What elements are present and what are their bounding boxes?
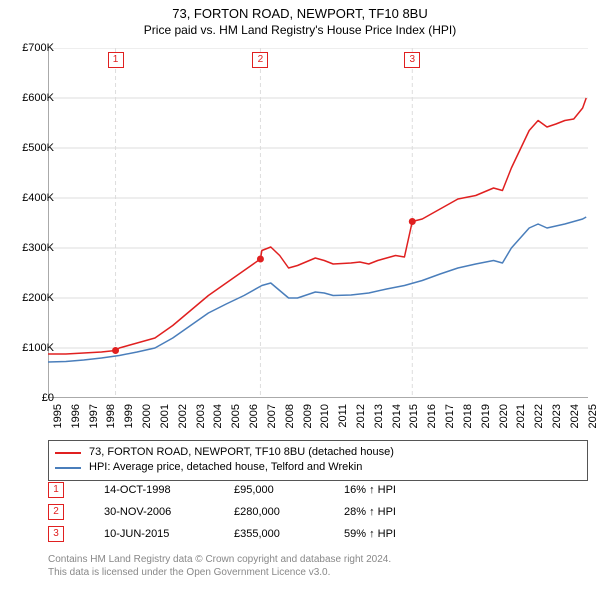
x-tick-label: 1997 [88, 404, 100, 428]
x-tick-label: 2005 [230, 404, 242, 428]
legend-label: HPI: Average price, detached house, Telf… [89, 460, 362, 475]
x-tick-label: 1995 [52, 404, 64, 428]
event-row: 1 14-OCT-1998 £95,000 16% ↑ HPI [48, 482, 588, 498]
event-delta: 16% ↑ HPI [344, 484, 396, 496]
event-delta: 28% ↑ HPI [344, 506, 396, 518]
event-row: 3 10-JUN-2015 £355,000 59% ↑ HPI [48, 526, 588, 542]
y-tick-label: £700K [22, 42, 54, 54]
chart-area [48, 48, 588, 398]
x-tick-label: 2015 [408, 404, 420, 428]
attribution-line1: Contains HM Land Registry data © Crown c… [48, 554, 588, 567]
event-row-marker: 2 [48, 504, 64, 520]
x-tick-label: 2019 [480, 404, 492, 428]
price-chart [48, 48, 588, 398]
x-tick-label: 2004 [212, 404, 224, 428]
event-marker-2: 2 [252, 52, 268, 68]
x-tick-label: 2020 [498, 404, 510, 428]
y-tick-label: £600K [22, 92, 54, 104]
y-tick-label: £400K [22, 192, 54, 204]
chart-container: 73, FORTON ROAD, NEWPORT, TF10 8BU Price… [0, 0, 600, 590]
x-tick-label: 2014 [391, 404, 403, 428]
x-tick-label: 2008 [284, 404, 296, 428]
x-tick-label: 2001 [159, 404, 171, 428]
event-delta: 59% ↑ HPI [344, 528, 396, 540]
x-tick-label: 1998 [105, 404, 117, 428]
x-tick-label: 2018 [462, 404, 474, 428]
x-tick-label: 2023 [551, 404, 563, 428]
events-table: 1 14-OCT-1998 £95,000 16% ↑ HPI 2 30-NOV-2006… [48, 482, 588, 548]
event-marker-3: 3 [404, 52, 420, 68]
y-tick-label: £100K [22, 342, 54, 354]
x-tick-label: 2024 [569, 404, 581, 428]
y-tick-label: £0 [42, 392, 54, 404]
x-tick-label: 1996 [70, 404, 82, 428]
event-price: £355,000 [234, 528, 304, 540]
x-tick-label: 2025 [587, 404, 599, 428]
event-marker-1: 1 [108, 52, 124, 68]
x-tick-label: 2010 [319, 404, 331, 428]
y-tick-label: £200K [22, 292, 54, 304]
x-tick-label: 2013 [373, 404, 385, 428]
event-date: 14-OCT-1998 [104, 484, 194, 496]
event-price: £280,000 [234, 506, 304, 518]
x-tick-label: 2021 [515, 404, 527, 428]
legend-swatch [55, 467, 81, 469]
event-price: £95,000 [234, 484, 304, 496]
legend: 73, FORTON ROAD, NEWPORT, TF10 8BU (deta… [48, 440, 588, 481]
legend-row: HPI: Average price, detached house, Telf… [55, 460, 581, 475]
x-tick-label: 2017 [444, 404, 456, 428]
x-tick-label: 2022 [533, 404, 545, 428]
event-date: 30-NOV-2006 [104, 506, 194, 518]
chart-title: 73, FORTON ROAD, NEWPORT, TF10 8BU [0, 0, 600, 23]
x-tick-label: 2007 [266, 404, 278, 428]
legend-row: 73, FORTON ROAD, NEWPORT, TF10 8BU (deta… [55, 445, 581, 460]
y-tick-label: £300K [22, 242, 54, 254]
chart-subtitle: Price paid vs. HM Land Registry's House … [0, 23, 600, 39]
x-tick-label: 2016 [426, 404, 438, 428]
x-tick-label: 2003 [195, 404, 207, 428]
x-tick-label: 2012 [355, 404, 367, 428]
x-tick-label: 2009 [302, 404, 314, 428]
x-tick-label: 2011 [337, 404, 349, 428]
x-tick-label: 1999 [123, 404, 135, 428]
event-row-marker: 3 [48, 526, 64, 542]
y-tick-label: £500K [22, 142, 54, 154]
attribution: Contains HM Land Registry data © Crown c… [48, 554, 588, 579]
x-tick-label: 2000 [141, 404, 153, 428]
event-date: 10-JUN-2015 [104, 528, 194, 540]
event-row: 2 30-NOV-2006 £280,000 28% ↑ HPI [48, 504, 588, 520]
legend-label: 73, FORTON ROAD, NEWPORT, TF10 8BU (deta… [89, 445, 394, 460]
attribution-line2: This data is licensed under the Open Gov… [48, 567, 588, 580]
x-tick-label: 2006 [248, 404, 260, 428]
x-tick-label: 2002 [177, 404, 189, 428]
event-row-marker: 1 [48, 482, 64, 498]
legend-swatch [55, 452, 81, 454]
